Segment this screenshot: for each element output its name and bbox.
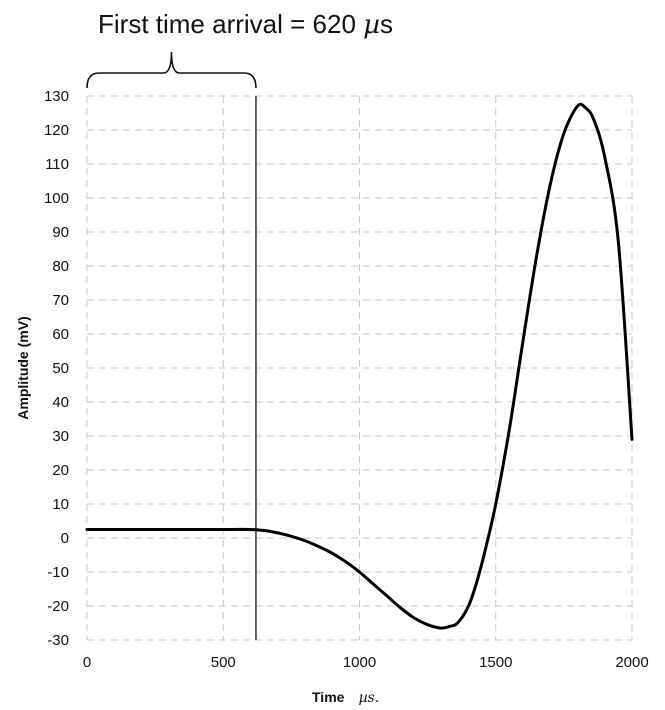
x-tick-label: 2000 xyxy=(615,654,648,671)
y-tick-label: 130 xyxy=(44,88,69,105)
y-tick-label: 20 xyxy=(52,462,69,479)
x-axis-title: Time µs. xyxy=(312,689,379,706)
x-tick-label: 1000 xyxy=(343,654,376,671)
annotation-unit-s: s xyxy=(380,9,393,39)
y-tick-label: -20 xyxy=(47,598,69,615)
y-tick-label: -10 xyxy=(47,564,69,581)
y-tick-label: 80 xyxy=(52,258,69,275)
y-tick-label: 10 xyxy=(52,496,69,513)
x-tick-label: 500 xyxy=(211,654,236,671)
y-tick-label: 30 xyxy=(52,428,69,445)
first-arrival-annotation: First time arrival = 620 µs xyxy=(98,9,393,40)
y-tick-label: -30 xyxy=(47,632,69,649)
x-axis-ticks: 0 500 1000 1500 2000 xyxy=(83,654,649,671)
y-tick-label: 110 xyxy=(45,156,69,173)
y-tick-label: 90 xyxy=(52,224,69,241)
y-tick-label: 70 xyxy=(52,292,69,309)
annotation-unit-mu: µ xyxy=(363,10,380,40)
x-axis-title-unit: µs. xyxy=(358,690,379,706)
series-line xyxy=(85,102,634,630)
y-tick-label: 40 xyxy=(52,394,69,411)
grid xyxy=(86,95,633,641)
x-tick-label: 1500 xyxy=(479,654,512,671)
y-tick-label: 0 xyxy=(61,530,69,547)
first-arrival-brace xyxy=(86,51,257,89)
annotation-main: First time arrival = 620 xyxy=(98,9,363,39)
y-tick-label: 120 xyxy=(44,122,69,139)
y-tick-label: 100 xyxy=(44,190,69,207)
x-tick-label: 0 xyxy=(83,654,91,671)
x-axis-title-label: Time xyxy=(312,689,345,705)
y-tick-label: 60 xyxy=(52,326,69,343)
y-axis-title: Amplitude (mV) xyxy=(15,316,31,419)
y-tick-label: 50 xyxy=(52,360,69,377)
